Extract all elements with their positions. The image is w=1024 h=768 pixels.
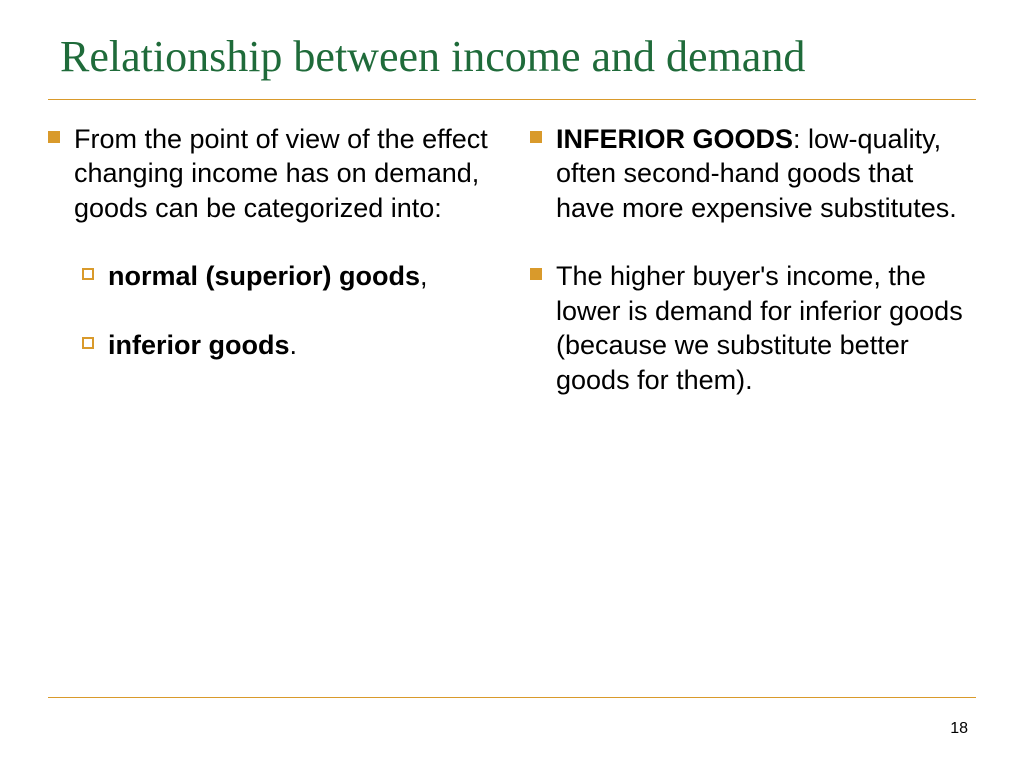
bullet-text: normal (superior) goods, (108, 259, 428, 294)
bullet-item: INFERIOR GOODS: low-quality, often secon… (530, 122, 976, 226)
text-run: , (420, 261, 428, 291)
content-columns: From the point of view of the effect cha… (48, 122, 976, 432)
bullet-item: The higher buyer's income, the lower is … (530, 259, 976, 397)
bold-run: inferior goods (108, 330, 290, 360)
bold-run: normal (superior) goods (108, 261, 420, 291)
bold-run: INFERIOR GOODS (556, 124, 793, 154)
divider-bottom (48, 697, 976, 698)
sub-bullet-item: inferior goods. (48, 328, 494, 363)
bullet-text: INFERIOR GOODS: low-quality, often secon… (556, 122, 976, 226)
page-number: 18 (950, 720, 968, 738)
bullet-item: From the point of view of the effect cha… (48, 122, 494, 226)
hollow-square-bullet-icon (82, 337, 94, 349)
bullet-text: inferior goods. (108, 328, 297, 363)
column-right: INFERIOR GOODS: low-quality, often secon… (530, 122, 976, 432)
hollow-square-bullet-icon (82, 268, 94, 280)
square-bullet-icon (530, 131, 542, 143)
title-block: Relationship between income and demand (48, 32, 976, 93)
bullet-text: The higher buyer's income, the lower is … (556, 259, 976, 397)
square-bullet-icon (530, 268, 542, 280)
bullet-text: From the point of view of the effect cha… (74, 122, 494, 226)
text-run: . (290, 330, 298, 360)
square-bullet-icon (48, 131, 60, 143)
divider-top (48, 99, 976, 100)
slide: Relationship between income and demand F… (0, 0, 1024, 768)
sub-bullet-item: normal (superior) goods, (48, 259, 494, 294)
slide-title: Relationship between income and demand (60, 32, 976, 83)
column-left: From the point of view of the effect cha… (48, 122, 494, 432)
